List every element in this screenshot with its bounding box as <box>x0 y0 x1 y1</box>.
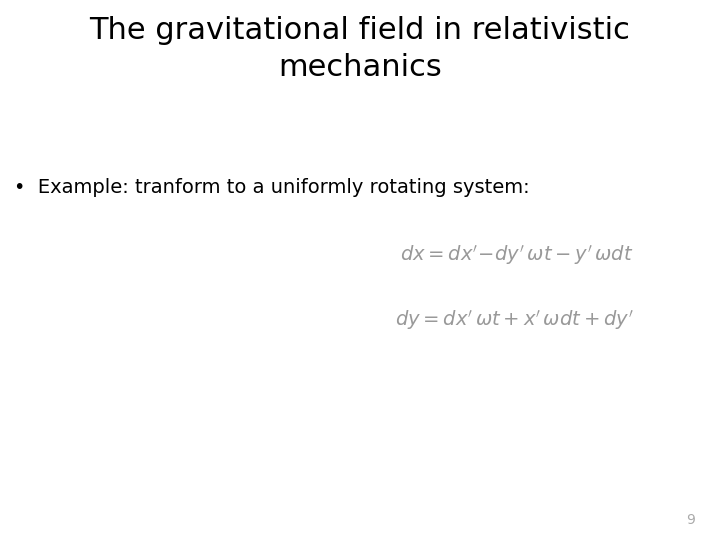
Text: The gravitational field in relativistic
mechanics: The gravitational field in relativistic … <box>89 16 631 82</box>
Text: •  Example: tranform to a uniformly rotating system:: • Example: tranform to a uniformly rotat… <box>14 178 530 197</box>
Text: $dx = dx'\!-\!dy'\,\omega t - y'\,\omega dt$: $dx = dx'\!-\!dy'\,\omega t - y'\,\omega… <box>400 243 634 267</box>
Text: $dy = dx'\,\omega t + x'\,\omega dt + dy'$: $dy = dx'\,\omega t + x'\,\omega dt + dy… <box>395 308 634 332</box>
Text: 9: 9 <box>686 512 695 526</box>
